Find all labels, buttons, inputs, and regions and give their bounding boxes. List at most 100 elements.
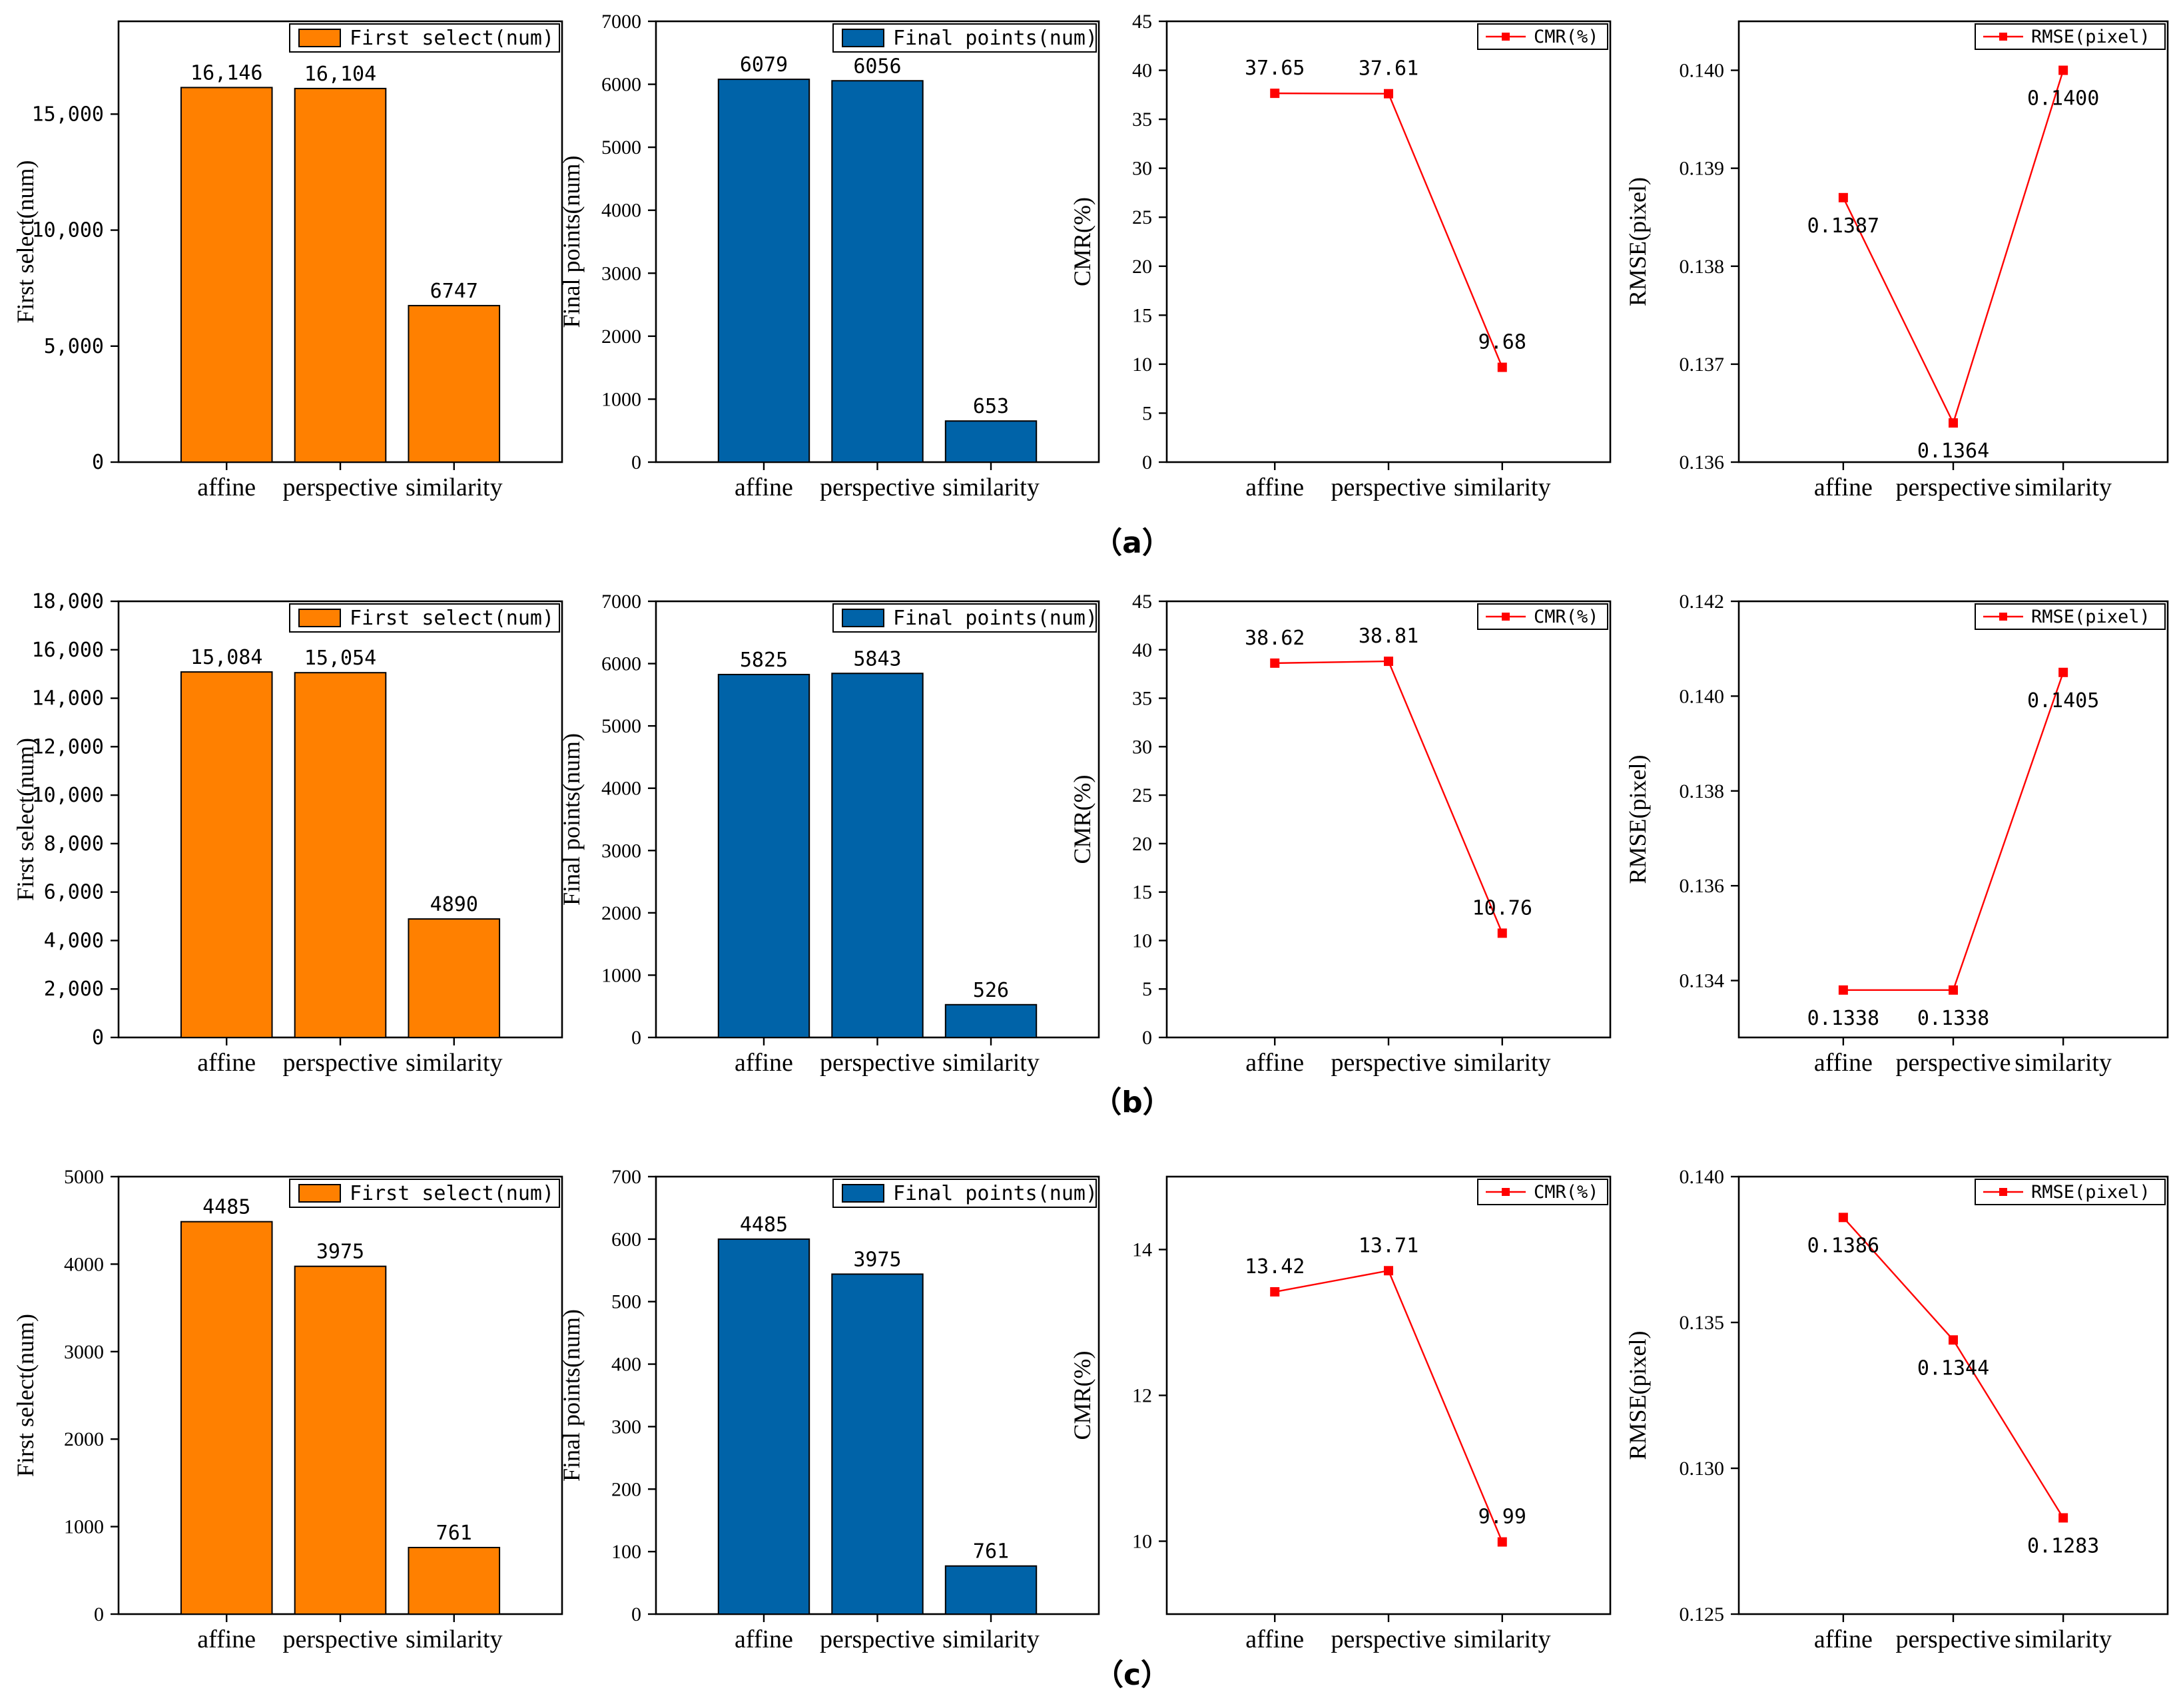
y-tick-label: 4000 [601, 200, 641, 222]
x-tick-label: similarity [406, 1049, 503, 1077]
y-axis-title: RMSE(pixel) [1624, 755, 1651, 884]
y-axis-title: RMSE(pixel) [1624, 1331, 1651, 1460]
y-tick-label: 30 [1132, 158, 1152, 180]
chart-1-3: 0.134 0.136 0.138 0.140 0.142 affine perspecti… [1624, 591, 2169, 1077]
y-tick-label: 7000 [601, 11, 641, 33]
chart-0-1: 0 1000 2000 3000 4000 5000 6000 7000 affine persp… [558, 11, 1100, 501]
x-tick-label: perspective [282, 1625, 398, 1653]
y-tick-label: 6000 [601, 653, 641, 675]
y-tick-label: 300 [611, 1416, 641, 1438]
legend-swatch [842, 1184, 884, 1203]
y-tick-label: 25 [1132, 784, 1152, 806]
y-tick-label: 40 [1132, 60, 1152, 82]
x-tick-label: affine [1245, 1625, 1304, 1653]
data-point [1949, 985, 1958, 995]
y-axis-title: First select(num) [12, 160, 39, 324]
y-tick-label: 100 [611, 1541, 641, 1563]
point-value-label: 0.1364 [1917, 439, 1989, 463]
y-tick-label: 14,000 [32, 687, 104, 711]
point-value-label: 9.99 [1478, 1506, 1526, 1529]
series-line [1275, 660, 1503, 934]
y-tick-label: 2000 [601, 902, 641, 924]
y-axis-title: CMR(%) [1069, 775, 1095, 864]
y-tick-label: 2,000 [44, 978, 104, 1001]
x-tick-label: perspective [820, 473, 935, 501]
data-point [1384, 89, 1393, 99]
bar [408, 304, 501, 463]
data-point [1270, 89, 1280, 99]
y-tick-label: 20 [1132, 833, 1152, 855]
y-tick-label: 25 [1132, 206, 1152, 228]
data-point [1270, 1287, 1280, 1297]
legend-label: CMR(%) [1534, 27, 1599, 47]
y-tick-label: 0 [92, 451, 104, 474]
point-value-label: 9.68 [1478, 331, 1526, 354]
data-point [1384, 657, 1393, 667]
bar-value-label: 6747 [430, 280, 478, 303]
x-tick-label: affine [1814, 1049, 1873, 1077]
x-tick-label: affine [1245, 473, 1304, 501]
series-line [1275, 1269, 1503, 1543]
legend-marker [1999, 1188, 2007, 1196]
x-tick-label: perspective [1895, 473, 2011, 501]
bar-value-label: 4485 [740, 1213, 788, 1237]
x-tick-label: similarity [406, 473, 503, 501]
y-tick-label: 5,000 [44, 335, 104, 358]
y-axis-title: CMR(%) [1069, 197, 1095, 286]
point-value-label: 38.62 [1245, 627, 1305, 650]
panel-caption-0: （a） [1093, 526, 1171, 560]
plot-frame [1165, 20, 1612, 463]
y-tick-label: 16,000 [32, 639, 104, 662]
bar [717, 79, 810, 463]
y-tick-label: 45 [1132, 11, 1152, 33]
y-tick-label: 4,000 [44, 929, 104, 952]
legend-swatch [298, 609, 341, 627]
y-tick-label: 0.138 [1680, 780, 1725, 802]
x-tick-label: similarity [1454, 473, 1551, 501]
y-tick-label: 14 [1132, 1239, 1152, 1261]
y-tick-label: 0 [1142, 1027, 1152, 1049]
data-point [1838, 1213, 1848, 1223]
y-tick-label: 700 [611, 1166, 641, 1188]
y-tick-label: 35 [1132, 109, 1152, 131]
y-tick-label: 30 [1132, 736, 1152, 758]
bar-value-label: 16,146 [190, 61, 262, 85]
y-tick-label: 15,000 [32, 103, 104, 126]
bar [408, 918, 501, 1039]
x-tick-label: affine [197, 1049, 256, 1077]
y-tick-label: 1000 [601, 388, 641, 410]
plot-frame [1737, 20, 2169, 463]
bar [944, 1565, 1038, 1615]
chart-0-0: 0 5,000 10,000 15,000 affine perspective simil… [12, 20, 563, 501]
y-tick-label: 0.140 [1680, 60, 1725, 82]
legend-label: Final points(num) [893, 27, 1097, 50]
y-tick-label: 500 [611, 1291, 641, 1313]
y-tick-label: 5 [1142, 978, 1152, 1000]
y-tick-label: 40 [1132, 639, 1152, 661]
y-axis-title: Final points(num) [558, 733, 585, 906]
data-point [1838, 985, 1848, 995]
x-tick-label: perspective [1895, 1625, 2011, 1653]
y-tick-label: 10,000 [32, 784, 104, 807]
point-value-label: 0.1405 [2027, 689, 2099, 712]
x-tick-label: affine [1245, 1049, 1304, 1077]
chart-2-3: 0.125 0.130 0.135 0.140 affine perspective sim… [1624, 1166, 2169, 1653]
y-tick-label: 0.140 [1680, 1166, 1725, 1188]
y-tick-label: 18,000 [32, 590, 104, 613]
bar [717, 673, 810, 1038]
bar-value-label: 6079 [740, 53, 788, 77]
y-tick-label: 0.142 [1680, 591, 1725, 613]
bar-value-label: 4485 [202, 1196, 250, 1219]
plot-frame [1737, 600, 2169, 1039]
y-tick-label: 3000 [601, 840, 641, 862]
y-axis-title: CMR(%) [1069, 1351, 1095, 1440]
y-tick-label: 0.130 [1680, 1458, 1725, 1480]
panel-caption-1: （b） [1092, 1085, 1172, 1119]
legend-swatch [298, 1184, 341, 1203]
y-tick-label: 15 [1132, 882, 1152, 904]
chart-0-2: 0 5 10 15 20 25 30 35 40 45 affine perspective simil… [1069, 11, 1612, 501]
x-tick-label: perspective [282, 1049, 398, 1077]
x-tick-label: affine [735, 1625, 793, 1653]
legend-label: CMR(%) [1534, 607, 1599, 627]
y-tick-label: 0.136 [1680, 451, 1725, 473]
